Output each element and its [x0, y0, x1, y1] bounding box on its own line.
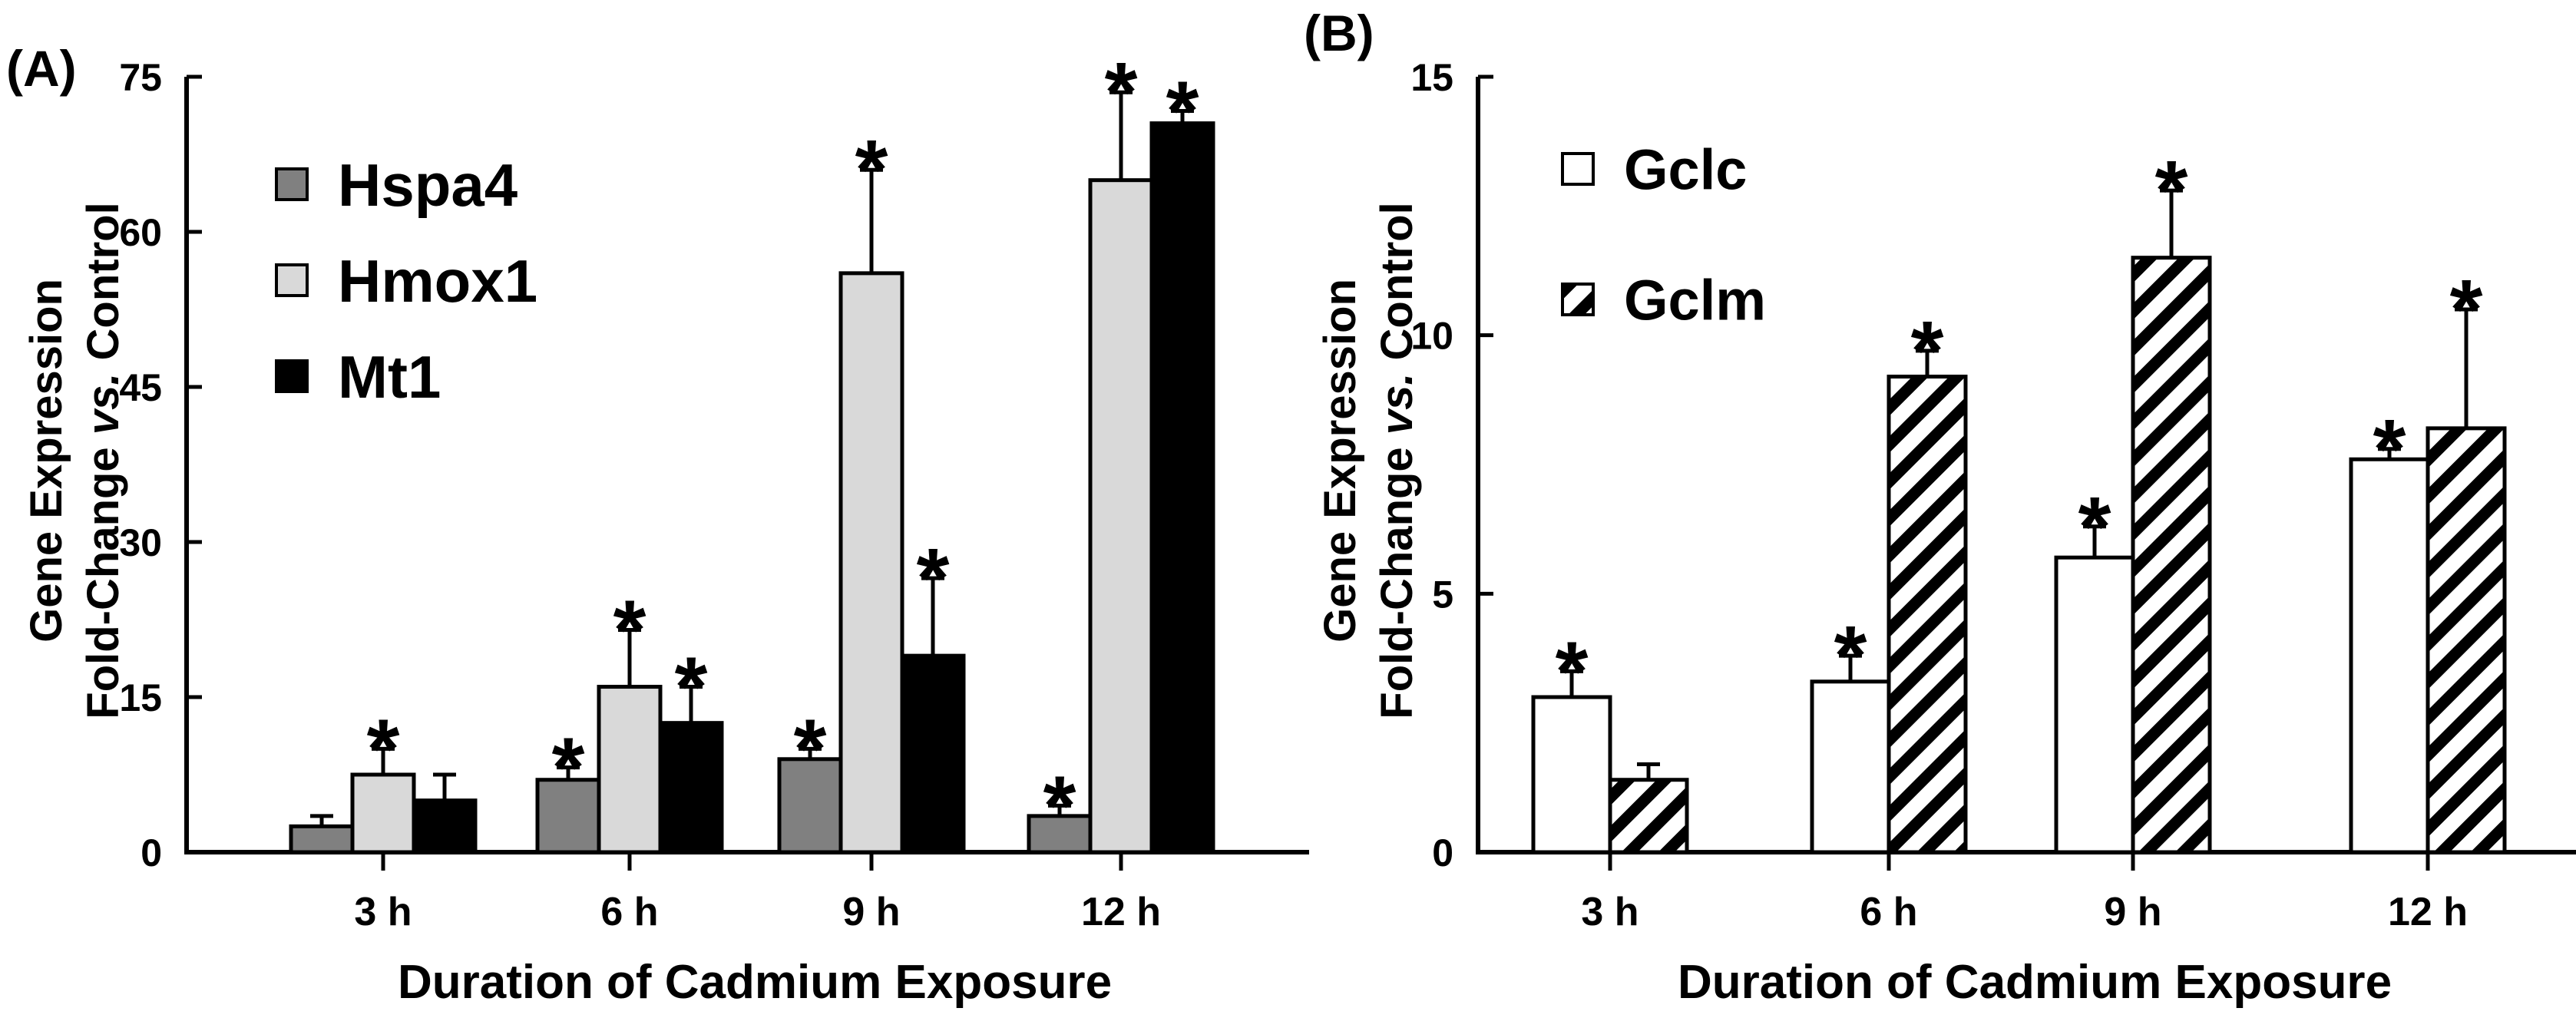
panel-a-legend-swatch-hmox1	[275, 263, 309, 297]
panel-a-bar-mt1	[900, 653, 966, 854]
panel-a-legend-swatch-mt1	[275, 359, 309, 393]
panel-b-y-tick-label: 5	[1432, 573, 1453, 616]
panel-b-y-tick-label: 0	[1432, 831, 1453, 874]
panel-b-bar-gclm	[2131, 256, 2212, 854]
panel-a-y-label-line1: Gene Expression	[21, 279, 71, 643]
panel-a-bar-hmox1	[350, 772, 416, 854]
panel-b-significance-marker: *	[1834, 609, 1867, 703]
panel-a-bar-hmox1	[597, 685, 663, 854]
panel-b-y-axis-label: Gene Expression Fold-Change vs. Control	[1315, 202, 1422, 719]
panel-a-significance-marker: *	[1166, 64, 1199, 158]
panel-a-bar-mt1	[412, 798, 478, 854]
panel-b-y-label-line2: Fold-Change vs. Control	[1372, 202, 1422, 719]
panel-a-significance-marker: *	[794, 702, 827, 796]
panel-a-legend-label-hspa4: Hspa4	[338, 151, 518, 219]
panel-a-y-tick-label: 45	[119, 366, 162, 409]
panel-a-axes: 0 15 30 45 60 75 3 h 6 h 9 h 12 h	[119, 56, 1309, 934]
panel-b-bar-gclc	[1531, 695, 1612, 854]
panel-a-x-tick-label: 12 h	[1081, 890, 1161, 934]
panel-b-chart: (B) Gene Expression Fold-Change vs. Cont…	[1304, 5, 2576, 1009]
panel-b-bar-gclc	[2349, 457, 2430, 854]
panel-b-bars: * * * * * * *	[1531, 144, 2507, 854]
panel-b-bar-gclm	[2426, 426, 2507, 854]
panel-b-y-tick-label: 10	[1410, 315, 1453, 358]
panel-b-significance-marker: *	[2078, 480, 2111, 574]
panel-a-y-tick-label: 75	[119, 56, 162, 99]
panel-b-significance-marker: *	[1556, 624, 1589, 719]
panel-a-x-axis-label: Duration of Cadmium Exposure	[398, 956, 1112, 1009]
panel-a-significance-marker: *	[1043, 759, 1076, 853]
panel-a-bar-hspa4	[1027, 814, 1093, 854]
panel-b-axes: 0 5 10 15 3 h 6 h 9 h 12 h	[1410, 56, 2576, 934]
panel-a-legend-label-hmox1: Hmox1	[338, 247, 537, 315]
panel-b-y-tick-label: 15	[1410, 56, 1453, 99]
panel-a-y-axis-label: Gene Expression Fold-Change vs. Control	[21, 202, 128, 719]
panel-b-label: (B)	[1304, 5, 1374, 61]
panel-b-legend-label-gclc: Gclc	[1624, 138, 1747, 202]
panel-a-legend-label-mt1: Mt1	[338, 343, 441, 411]
panel-a-x-tick-label: 9 h	[842, 890, 900, 934]
panel-a-legend: Hspa4 Hmox1 Mt1	[275, 151, 537, 411]
panel-a-significance-marker: *	[1105, 45, 1138, 140]
panel-b-significance-marker: *	[2450, 263, 2483, 357]
panel-a-bars: * * * * * * * * * *	[289, 45, 1215, 854]
panel-b-legend-label-gclm: Gclm	[1624, 269, 1766, 332]
panel-a-chart: (A) Gene Expression Fold-Change vs. Cont…	[6, 40, 1309, 1009]
panel-a-bar-hspa4	[289, 824, 355, 854]
panel-b-x-tick-label: 6 h	[1860, 890, 1917, 934]
panel-a-x-tick-label: 6 h	[600, 890, 658, 934]
panel-a-significance-marker: *	[613, 583, 646, 677]
panel-b-legend: Gclc Gclm	[1561, 138, 1766, 332]
panel-b-bar-gclm	[1887, 375, 1968, 854]
panel-a-bar-mt1	[1149, 121, 1215, 854]
panel-b-bar-gclm	[1608, 778, 1689, 854]
panel-a-significance-marker: *	[855, 123, 888, 217]
panel-a-x-tick-label: 3 h	[354, 890, 412, 934]
panel-b-y-label-line1: Gene Expression	[1315, 279, 1365, 643]
panel-b-x-tick-label: 9 h	[2104, 890, 2161, 934]
panel-a-y-tick-label: 0	[141, 831, 162, 874]
panel-a-y-tick-label: 15	[119, 676, 162, 719]
panel-a-significance-marker: *	[367, 702, 400, 796]
panel-b-significance-marker: *	[2373, 402, 2406, 497]
panel-a-significance-marker: *	[552, 721, 585, 815]
panel-a-bar-hmox1	[1088, 178, 1154, 854]
panel-a-bar-hmox1	[838, 271, 904, 854]
panel-a-y-tick-label: 60	[119, 211, 162, 254]
panel-a-bar-mt1	[658, 721, 724, 854]
panel-b-bar-gclc	[2054, 555, 2135, 854]
panel-b-bar-gclc	[1810, 679, 1891, 854]
panel-b-legend-swatch-gclc	[1561, 152, 1595, 186]
panel-a-y-tick-label: 30	[119, 521, 162, 564]
panel-a-label: (A)	[6, 40, 77, 97]
panel-b-legend-swatch-gclm	[1561, 283, 1595, 316]
panel-a-legend-swatch-hspa4	[275, 167, 309, 201]
panel-a-y-label-line2: Fold-Change vs. Control	[78, 202, 128, 719]
panel-a-significance-marker: *	[917, 531, 950, 626]
panel-b-x-axis-label: Duration of Cadmium Exposure	[1678, 956, 2392, 1009]
panel-b-x-tick-label: 12 h	[2388, 890, 2468, 934]
panel-a-significance-marker: *	[675, 640, 708, 735]
panel-b-significance-marker: *	[2155, 144, 2188, 238]
panel-b-significance-marker: *	[1911, 304, 1944, 398]
panel-b-x-tick-label: 3 h	[1581, 890, 1639, 934]
